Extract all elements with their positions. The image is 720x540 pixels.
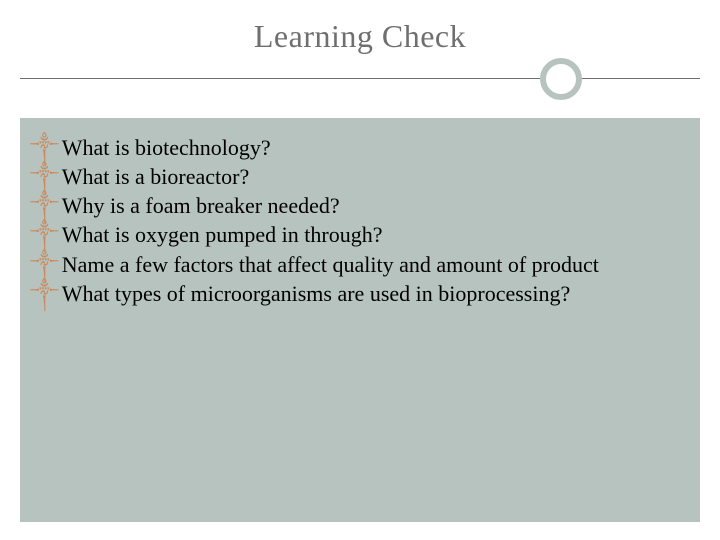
slide-title: Learning Check [0,18,720,55]
slide: Learning Check ༒ What is biotechnology? … [0,0,720,540]
list-item-text: Name a few factors that affect quality a… [62,251,690,279]
ring-icon [540,58,582,100]
list-item-text: What is a bioreactor? [62,163,690,191]
bullet-icon: ༒ [30,192,59,220]
list-item: ༒ What types of microorganisms are used … [30,280,690,308]
list-item-text: What is biotechnology? [62,134,690,162]
list-item-text: What types of microorganisms are used in… [62,280,690,308]
list-item: ༒ Why is a foam breaker needed? [30,192,690,220]
bullet-icon: ༒ [30,134,59,162]
list-item-text: What is oxygen pumped in through? [62,221,690,249]
bullet-icon: ༒ [30,163,59,191]
content-list: ༒ What is biotechnology? ༒ What is a bio… [30,134,690,309]
list-item: ༒ What is oxygen pumped in through? [30,221,690,249]
bullet-icon: ༒ [30,251,59,279]
list-item: ༒ What is a bioreactor? [30,163,690,191]
list-item: ༒ What is biotechnology? [30,134,690,162]
list-item: ༒ Name a few factors that affect quality… [30,251,690,279]
list-item-text: Why is a foam breaker needed? [62,192,690,220]
bullet-icon: ༒ [30,280,59,308]
divider-line [20,78,700,79]
bullet-icon: ༒ [30,221,59,249]
title-area: Learning Check [0,0,720,103]
